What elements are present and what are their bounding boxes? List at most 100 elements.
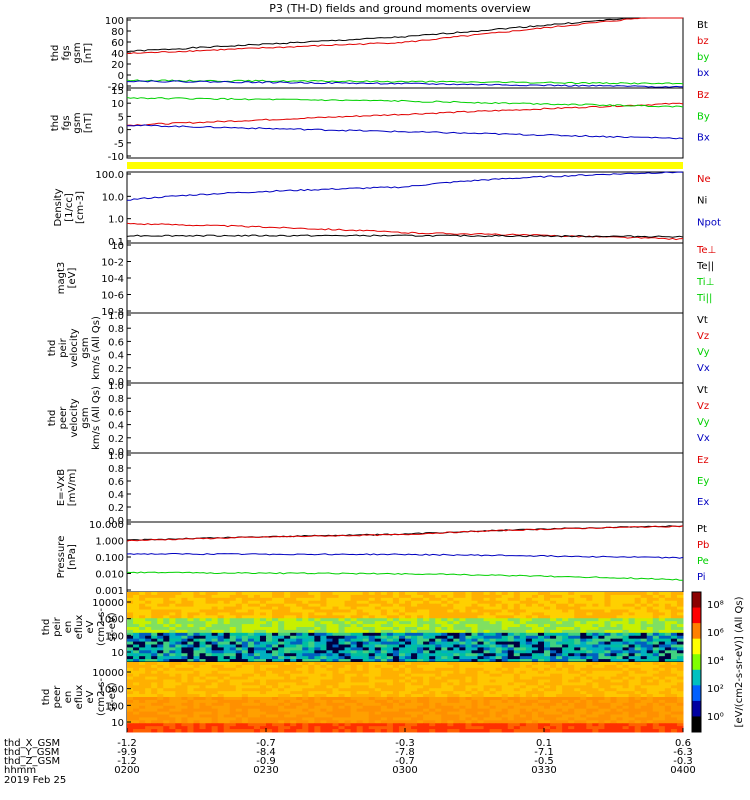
heatmap-cell xyxy=(320,656,327,660)
heatmap-cell xyxy=(320,638,327,643)
x-tick-label: -6.3 xyxy=(673,747,693,758)
heatmap-cell xyxy=(616,685,624,689)
heatmap-cell xyxy=(223,624,231,628)
heatmap-cell xyxy=(531,647,539,651)
heatmap-cell xyxy=(628,673,636,678)
y-axis-label: Density[1/cc][cm-3] xyxy=(53,188,86,226)
heatmap-cell xyxy=(326,705,333,710)
heatmap-cell xyxy=(338,638,346,643)
heatmap-cell xyxy=(211,708,219,713)
heatmap-cell xyxy=(652,682,660,686)
heatmap-cell xyxy=(145,676,152,680)
heatmap-cell xyxy=(169,679,176,683)
heatmap-cell xyxy=(139,694,146,698)
heatmap-cell xyxy=(604,694,611,698)
heatmap-cell xyxy=(199,606,207,610)
heatmap-cell xyxy=(356,627,364,631)
heatmap-cell xyxy=(459,726,466,730)
heatmap-cell xyxy=(368,650,376,654)
heatmap-cell xyxy=(187,612,194,616)
heatmap-cell xyxy=(145,615,152,619)
heatmap-cell xyxy=(471,653,479,657)
heatmap-cell xyxy=(368,627,376,631)
heatmap-cell xyxy=(338,606,346,610)
heatmap-cell xyxy=(247,702,255,707)
heatmap-cell xyxy=(646,606,654,610)
heatmap-cell xyxy=(411,609,418,613)
heatmap-cell xyxy=(658,627,666,631)
heatmap-cell xyxy=(163,653,170,657)
heatmap-cell xyxy=(507,714,515,718)
heatmap-cell xyxy=(411,673,418,678)
heatmap-cell xyxy=(489,600,497,605)
heatmap-cell xyxy=(284,688,291,692)
legend-entry: Pb xyxy=(697,540,709,551)
heatmap-cell xyxy=(489,606,497,610)
heatmap-cell xyxy=(616,597,624,602)
heatmap-cell xyxy=(253,702,261,707)
heatmap-cell xyxy=(544,659,551,663)
heatmap-cell xyxy=(465,641,472,645)
heatmap-cell xyxy=(326,603,333,608)
heatmap-cell xyxy=(290,618,297,622)
heatmap-cell xyxy=(272,606,279,610)
heatmap-cell xyxy=(314,694,321,698)
heatmap-cell xyxy=(181,647,188,651)
heatmap-cell xyxy=(175,705,182,710)
heatmap-cell xyxy=(604,717,611,721)
heatmap-cell xyxy=(447,702,454,707)
heatmap-cell xyxy=(266,615,273,619)
heatmap-cell xyxy=(435,711,442,715)
heatmap-cell xyxy=(314,615,321,619)
heatmap-cell xyxy=(362,664,370,669)
heatmap-cell xyxy=(652,627,660,631)
heatmap-cell xyxy=(453,679,460,683)
heatmap-cell xyxy=(411,624,418,628)
heatmap-cell xyxy=(266,705,273,710)
heatmap-cell xyxy=(362,644,370,648)
heatmap-cell xyxy=(586,717,593,721)
heatmap-cell xyxy=(489,621,497,625)
heatmap-cell xyxy=(302,667,309,672)
heatmap-cell xyxy=(531,688,539,692)
heatmap-cell xyxy=(145,618,152,622)
y-tick-label: 0.8 xyxy=(108,394,124,405)
heatmap-cell xyxy=(229,676,237,680)
heatmap-cell xyxy=(477,691,485,695)
colorbar-tick: 10⁴ xyxy=(707,656,724,667)
heatmap-cell xyxy=(163,641,170,645)
heatmap-cell xyxy=(169,673,176,678)
heatmap-cell xyxy=(610,650,618,654)
heatmap-cell xyxy=(459,662,466,666)
heatmap-cell xyxy=(229,705,237,710)
heatmap-cell xyxy=(133,644,140,648)
heatmap-cell xyxy=(622,653,630,657)
heatmap-cell xyxy=(513,682,521,686)
heatmap-cell xyxy=(151,653,158,657)
heatmap-cell xyxy=(640,699,648,704)
heatmap-cell xyxy=(676,629,684,634)
heatmap-cell xyxy=(676,641,684,645)
heatmap-cell xyxy=(272,676,279,680)
heatmap-cell xyxy=(223,653,231,657)
heatmap-cell xyxy=(223,697,231,701)
heatmap-cell xyxy=(664,615,672,619)
x-tick-label: -1.2 xyxy=(117,738,137,749)
heatmap-cell xyxy=(586,615,593,619)
heatmap-cell xyxy=(398,691,406,695)
heatmap-cell xyxy=(507,705,515,710)
heatmap-cell xyxy=(175,691,182,695)
heatmap-cell xyxy=(211,644,219,648)
heatmap-cell xyxy=(181,679,188,683)
heatmap-cell xyxy=(501,676,509,680)
heatmap-cell xyxy=(338,667,346,672)
colorbar-segment xyxy=(692,654,701,671)
heatmap-cell xyxy=(652,662,660,666)
legend-entry: Ex xyxy=(697,497,709,508)
heatmap-cell xyxy=(622,627,630,631)
heatmap-cell xyxy=(368,729,376,733)
heatmap-cell xyxy=(628,699,636,704)
heatmap-cell xyxy=(568,723,575,727)
heatmap-cell xyxy=(622,673,630,678)
heatmap-cell xyxy=(441,697,448,701)
